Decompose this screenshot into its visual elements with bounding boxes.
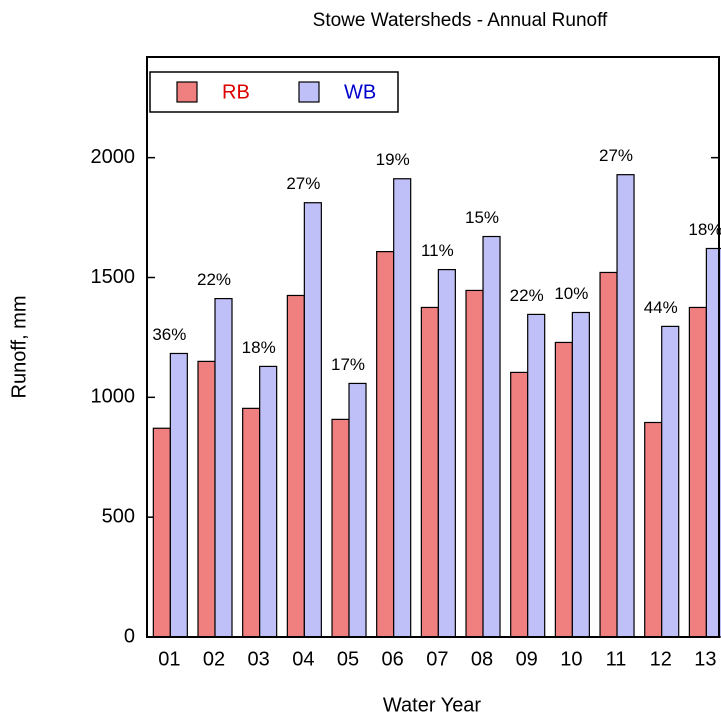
bar xyxy=(616,174,635,638)
plot-frame xyxy=(146,56,720,638)
bar xyxy=(661,325,680,638)
bar-annotation: 27% xyxy=(599,146,633,165)
bar-annotation: 17% xyxy=(331,355,365,374)
bar xyxy=(527,313,546,638)
bar-annotation: 27% xyxy=(286,174,320,193)
y-tick-label: 0 xyxy=(124,625,135,647)
x-tick-label: 11 xyxy=(606,648,627,670)
bar xyxy=(214,297,233,638)
x-tick-label: 06 xyxy=(382,648,404,670)
bar-annotation: 22% xyxy=(197,270,231,289)
bar-annotation: 11% xyxy=(421,241,454,260)
bar-annotation: 36% xyxy=(152,325,186,344)
bar xyxy=(465,289,484,638)
bar-annotation: 10% xyxy=(554,284,588,303)
bar xyxy=(152,427,171,638)
x-tick-label: 08 xyxy=(471,648,493,670)
bar xyxy=(348,382,367,638)
bar xyxy=(197,360,216,638)
bar xyxy=(571,311,590,638)
bar-annotation: 15% xyxy=(465,208,499,227)
y-tick-label: 2000 xyxy=(91,146,136,168)
x-tick-label: 07 xyxy=(426,648,448,670)
x-tick-label: 05 xyxy=(337,648,359,670)
bar xyxy=(286,294,305,638)
bar xyxy=(420,306,439,638)
bar xyxy=(169,352,188,638)
bar-annotation: 22% xyxy=(510,286,544,305)
legend-swatch xyxy=(298,81,320,103)
bar-annotation: 18% xyxy=(688,220,721,239)
bar xyxy=(688,306,707,638)
x-tick-label: 13 xyxy=(694,648,716,670)
x-tick-label: 10 xyxy=(560,648,582,670)
bar xyxy=(644,421,663,638)
bar xyxy=(510,371,529,638)
x-tick-label: 12 xyxy=(650,648,672,670)
y-tick-label: 500 xyxy=(102,505,135,527)
y-axis-title: Runoff, mm xyxy=(8,296,30,399)
x-tick-label: 02 xyxy=(203,648,225,670)
y-tick-label: 1500 xyxy=(91,266,136,288)
bar xyxy=(437,268,456,638)
bar xyxy=(376,251,395,638)
chart-title: Stowe Watersheds - Annual Runoff xyxy=(313,10,608,31)
legend-swatch xyxy=(176,81,198,103)
bar xyxy=(242,407,261,638)
x-tick-label: 09 xyxy=(516,648,538,670)
x-tick-label: 01 xyxy=(158,648,180,670)
x-axis-title: Water Year xyxy=(383,694,482,716)
bar xyxy=(259,365,278,638)
bar-annotation: 19% xyxy=(376,150,410,169)
bar xyxy=(303,202,322,638)
bar xyxy=(554,341,573,638)
x-tick-label: 04 xyxy=(292,648,314,670)
bar xyxy=(482,235,501,638)
bar-annotation: 44% xyxy=(644,298,678,317)
legend-label: RB xyxy=(222,81,250,103)
bar xyxy=(393,178,412,638)
x-tick-label: 03 xyxy=(248,648,270,670)
legend-label: WB xyxy=(344,81,376,103)
bar xyxy=(599,271,618,638)
y-tick-label: 1000 xyxy=(91,386,136,408)
bar-annotation: 18% xyxy=(242,338,276,357)
bar xyxy=(331,418,350,638)
